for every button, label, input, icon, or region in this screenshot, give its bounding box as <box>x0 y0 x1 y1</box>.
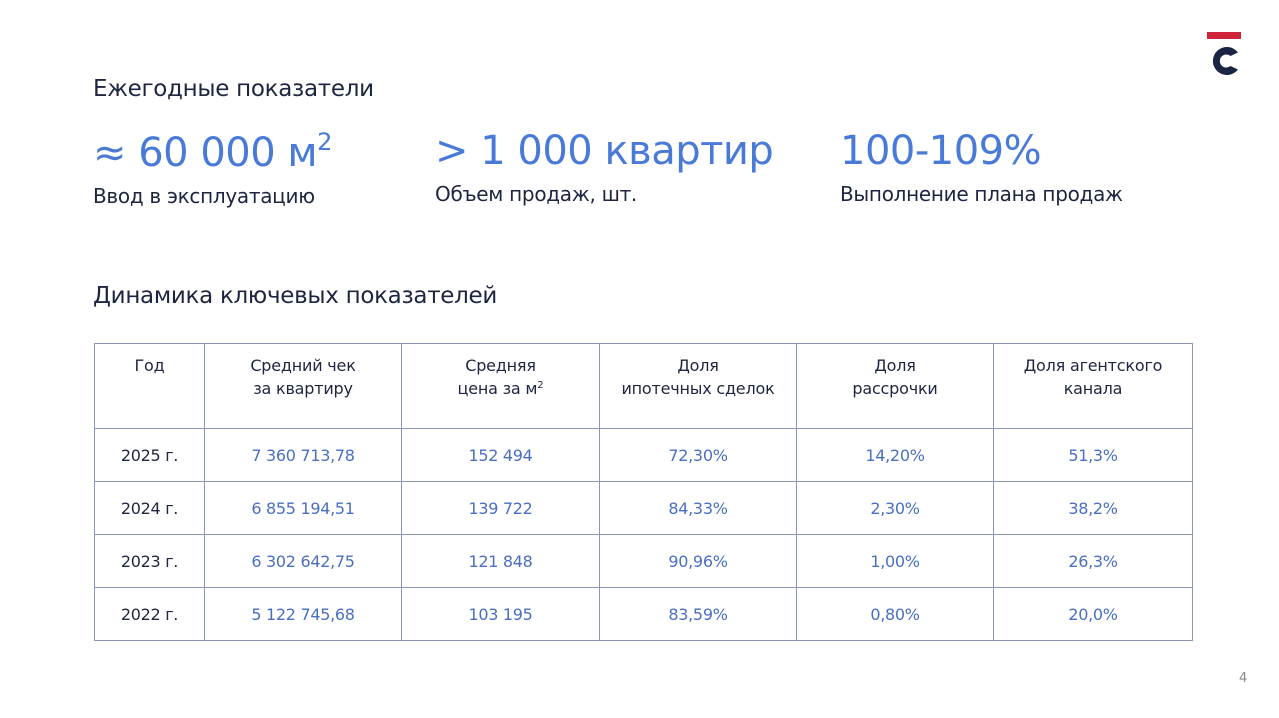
cell-year: 2022 г. <box>94 587 205 641</box>
company-logo <box>1207 32 1241 78</box>
kpi-label: Выполнение плана продаж <box>840 182 1123 206</box>
cell-avg-check: 6 855 194,51 <box>204 481 402 535</box>
cell-agent-share: 38,2% <box>993 481 1193 535</box>
key-metrics-dynamics-title: Динамика ключевых показателей <box>93 283 498 309</box>
table-row: 2023 г. 6 302 642,75 121 848 90,96% 1,00… <box>94 534 1193 588</box>
header-line: канала <box>1063 379 1123 398</box>
cell-avg-price-m2: 139 722 <box>401 481 600 535</box>
header-line: цена за м2 <box>402 377 599 400</box>
cell-installment-share: 0,80% <box>796 587 994 641</box>
header-line: Средняя <box>465 356 536 375</box>
cell-mortgage-share: 72,30% <box>599 428 797 482</box>
kpi-value: 100-109% <box>840 128 1123 174</box>
cell-avg-price-m2: 103 195 <box>401 587 600 641</box>
cell-avg-check: 7 360 713,78 <box>204 428 402 482</box>
kpi-sales-volume: > 1 000 квартир Объем продаж, шт. <box>435 128 774 206</box>
company-logo-c-icon <box>1207 32 1241 75</box>
column-header-avg-price-m2: Средняя цена за м2 <box>401 343 600 429</box>
column-header-year: Год <box>94 343 205 429</box>
cell-mortgage-share: 84,33% <box>599 481 797 535</box>
cell-year: 2023 г. <box>94 534 205 588</box>
header-line: Доля <box>874 356 916 375</box>
header-line: ипотечных сделок <box>621 379 775 398</box>
column-header-agent-share: Доля агентского канала <box>993 343 1193 429</box>
kpi-value-text: ≈ 60 000 м <box>93 130 318 176</box>
kpi-label: Объем продаж, шт. <box>435 182 637 206</box>
header-line: рассрочки <box>852 379 938 398</box>
header-line: за квартиру <box>253 379 353 398</box>
page-number: 4 <box>1239 671 1248 686</box>
cell-mortgage-share: 90,96% <box>599 534 797 588</box>
header-line-text: цена за м <box>457 379 538 398</box>
cell-year: 2025 г. <box>94 428 205 482</box>
table-row: 2024 г. 6 855 194,51 139 722 84,33% 2,30… <box>94 481 1193 535</box>
cell-agent-share: 26,3% <box>993 534 1193 588</box>
cell-avg-check: 6 302 642,75 <box>204 534 402 588</box>
key-metrics-table: Год Средний чек за квартиру Средняя цена… <box>94 343 1193 641</box>
table-row: 2025 г. 7 360 713,78 152 494 72,30% 14,2… <box>94 428 1193 482</box>
kpi-value-text: 100-109% <box>840 128 1042 174</box>
cell-mortgage-share: 83,59% <box>599 587 797 641</box>
cell-installment-share: 1,00% <box>796 534 994 588</box>
cell-agent-share: 51,3% <box>993 428 1193 482</box>
header-line: Средний чек <box>250 356 356 375</box>
kpi-value-text: > 1 000 квартир <box>435 128 774 174</box>
header-line: Доля <box>677 356 719 375</box>
kpi-value: > 1 000 квартир <box>435 128 774 174</box>
header-line: Доля агентского <box>1023 356 1163 375</box>
cell-year: 2024 г. <box>94 481 205 535</box>
cell-avg-check: 5 122 745,68 <box>204 587 402 641</box>
table-header-row: Год Средний чек за квартиру Средняя цена… <box>94 343 1193 429</box>
cell-avg-price-m2: 152 494 <box>401 428 600 482</box>
header-superscript: 2 <box>537 380 544 391</box>
kpi-label: Ввод в эксплуатацию <box>93 184 315 208</box>
table-row: 2022 г. 5 122 745,68 103 195 83,59% 0,80… <box>94 587 1193 641</box>
kpi-commissioning: ≈ 60 000 м2 Ввод в эксплуатацию <box>93 130 332 208</box>
kpi-sales-plan: 100-109% Выполнение плана продаж <box>840 128 1123 206</box>
column-header-installment-share: Доля рассрочки <box>796 343 994 429</box>
column-header-avg-check: Средний чек за квартиру <box>204 343 402 429</box>
kpi-value: ≈ 60 000 м2 <box>93 130 332 176</box>
annual-indicators-title: Ежегодные показатели <box>93 76 374 102</box>
cell-agent-share: 20,0% <box>993 587 1193 641</box>
cell-installment-share: 14,20% <box>796 428 994 482</box>
cell-avg-price-m2: 121 848 <box>401 534 600 588</box>
kpi-value-superscript: 2 <box>317 128 332 156</box>
header-line: Год <box>134 356 165 375</box>
column-header-mortgage-share: Доля ипотечных сделок <box>599 343 797 429</box>
cell-installment-share: 2,30% <box>796 481 994 535</box>
